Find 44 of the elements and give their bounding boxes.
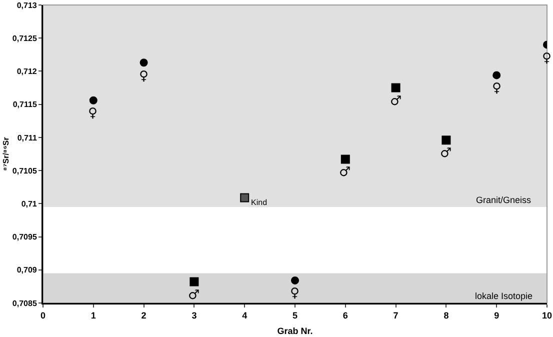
point <box>89 96 98 104</box>
x-tick-label: 5 <box>292 310 298 320</box>
annotation: ♀ <box>290 286 300 301</box>
x-axis-title: Grab Nr. <box>277 326 313 336</box>
point <box>291 276 299 284</box>
x-tick-label: 10 <box>542 310 552 320</box>
x-tick-label: 3 <box>192 310 197 320</box>
y-tick-label: 0,7105 <box>12 166 38 176</box>
y-tick-label: 0,712 <box>16 67 38 76</box>
y-tick-label: 0,711 <box>17 133 38 142</box>
band-label: lokale Isotopie <box>475 291 533 301</box>
x-tick-label: 7 <box>393 310 398 320</box>
y-tick-label: 0,7125 <box>12 34 38 43</box>
point <box>391 83 400 92</box>
annotation: ♂ <box>188 288 200 303</box>
x-tick-label: 0 <box>40 310 46 320</box>
band-label: Granit/Gneiss <box>476 195 532 205</box>
annotation: ♂ <box>440 146 452 161</box>
annotation: ♀ <box>88 106 98 121</box>
y-tick-label: 0,713 <box>16 0 38 10</box>
x-tick-label: 8 <box>444 310 449 320</box>
annotation: ♀ <box>492 81 502 96</box>
x-tick-label: 2 <box>141 310 146 320</box>
point <box>140 58 148 67</box>
x-tick-label: 9 <box>494 310 500 320</box>
point <box>442 136 451 145</box>
annotation: Kind <box>251 198 268 207</box>
point <box>340 154 350 164</box>
y-axis-title: ⁸⁷Sr/⁸⁶Sr <box>1 137 10 171</box>
annotation: ♂ <box>390 94 402 109</box>
y-tick-label: 0,7115 <box>12 100 38 110</box>
annotation: ♂ <box>339 165 351 180</box>
point <box>240 193 250 202</box>
y-tick-label: 0,7085 <box>12 298 38 308</box>
x-tick-label: 4 <box>242 310 248 320</box>
annotation: ♀ <box>139 69 149 84</box>
point <box>492 71 501 80</box>
y-tick-label: 0,7095 <box>12 232 38 242</box>
point <box>190 277 199 286</box>
x-tick-label: 6 <box>342 310 348 320</box>
y-tick-label: 0,709 <box>16 266 38 275</box>
annotation: ♀ <box>542 51 552 66</box>
y-tick-label: 0,71 <box>21 199 38 208</box>
x-tick-label: 1 <box>90 310 96 320</box>
